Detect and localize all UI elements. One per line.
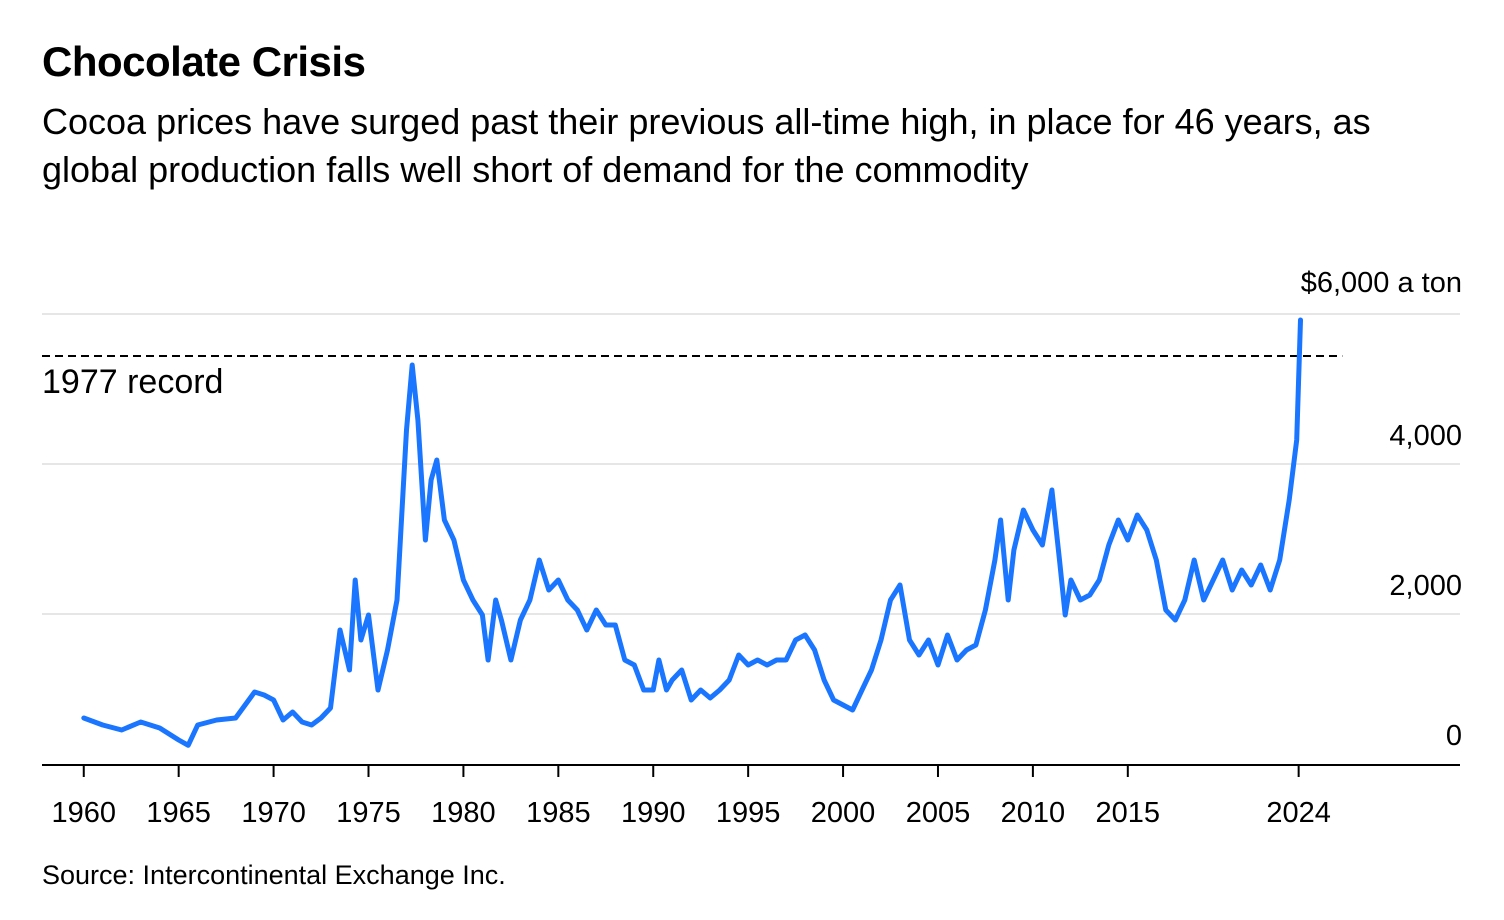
x-tick-label: 2015 <box>1096 797 1161 829</box>
record-label: 1977 record <box>42 363 223 401</box>
chart-subtitle: Cocoa prices have surged past their prev… <box>42 101 1371 190</box>
x-tick-label: 2010 <box>1001 797 1066 829</box>
x-tick-label: 1980 <box>431 797 496 829</box>
y-tick-label: $6,000 a ton <box>1301 267 1462 299</box>
x-tick-label: 2005 <box>906 797 971 829</box>
x-tick-label: 1970 <box>241 797 306 829</box>
price-line <box>81 317 1303 748</box>
x-tick-label: 2024 <box>1266 797 1331 829</box>
source-note: Source: Intercontinental Exchange Inc. <box>42 860 506 890</box>
y-tick-label: 4,000 <box>1389 420 1462 452</box>
x-tick-label: 1960 <box>52 797 117 829</box>
x-tick-label: 1985 <box>526 797 591 829</box>
x-tick-label: 1995 <box>716 797 781 829</box>
x-tick-label: 1965 <box>146 797 211 829</box>
x-tick-label: 1990 <box>621 797 686 829</box>
chart-title: Chocolate Crisis <box>42 38 366 85</box>
y-tick-label: 2,000 <box>1389 570 1462 602</box>
x-tick-label: 2000 <box>811 797 876 829</box>
x-tick-label: 1975 <box>336 797 401 829</box>
y-tick-label: 0 <box>1446 720 1462 752</box>
